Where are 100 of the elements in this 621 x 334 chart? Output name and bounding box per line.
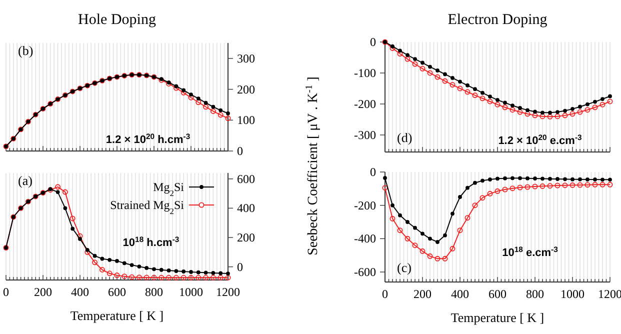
point (570, 177, 574, 182)
point (436, 240, 440, 244)
point (593, 100, 597, 104)
point (189, 270, 193, 274)
point (166, 268, 171, 272)
x-tick-label: 200 (414, 287, 432, 301)
point (480, 90, 484, 95)
point (226, 111, 230, 116)
point (383, 176, 387, 180)
point (608, 94, 612, 98)
point (556, 110, 560, 114)
point (548, 110, 552, 115)
point (434, 74, 440, 80)
point (600, 178, 604, 182)
point (144, 274, 150, 280)
x-axis-title: Temperature [ K ] (450, 310, 544, 325)
point (443, 72, 447, 76)
legend-label: Mg$_{2}$Si (153, 180, 185, 198)
point (158, 274, 164, 280)
point (517, 184, 523, 190)
point (466, 83, 470, 88)
point (189, 92, 193, 96)
point (458, 80, 462, 84)
point (607, 98, 613, 104)
point (607, 182, 613, 188)
annotation: 1.2 × 10$^{20}$ e.cm$^{-3}$ (498, 132, 582, 147)
point (390, 44, 394, 48)
y-tick-label: 300 (237, 51, 255, 66)
point (436, 68, 440, 72)
point (420, 60, 424, 65)
point (62, 189, 68, 195)
point (412, 61, 418, 67)
point (518, 176, 522, 180)
point (533, 176, 537, 180)
point (592, 104, 598, 110)
x-tick-label: 1200 (216, 285, 240, 299)
point (204, 100, 208, 105)
x-tick-label: 400 (71, 285, 89, 299)
y-tick-label: -300 (354, 128, 376, 142)
point (173, 274, 179, 280)
point (472, 202, 478, 208)
point (63, 206, 68, 210)
x-axis-title: Temperature [ K ] (70, 308, 164, 323)
point (92, 260, 98, 266)
point (480, 96, 486, 102)
point (464, 89, 470, 95)
point (593, 178, 597, 182)
point (78, 237, 82, 241)
point (540, 183, 546, 189)
point (592, 182, 598, 188)
point (137, 264, 142, 268)
annotation: (c) (397, 260, 412, 275)
annotation: 10$^{18}$ e.cm$^{-3}$ (502, 244, 558, 259)
point (210, 274, 216, 280)
point (510, 107, 516, 113)
point (526, 176, 530, 180)
point (562, 182, 568, 188)
point (524, 184, 530, 190)
point (570, 111, 576, 117)
point (608, 178, 612, 182)
y-tick-label: -200 (354, 198, 376, 212)
point (442, 78, 448, 84)
point (130, 263, 134, 267)
x-tick-label: 1000 (179, 285, 203, 299)
point (99, 266, 105, 272)
point (114, 272, 120, 278)
point (584, 182, 590, 188)
point (577, 182, 583, 188)
point (420, 248, 426, 254)
y-tick-label: 200 (237, 230, 255, 244)
point (540, 114, 546, 120)
point (203, 274, 209, 280)
point (488, 178, 492, 182)
point (480, 178, 484, 183)
point (390, 216, 396, 222)
point (136, 274, 142, 280)
point (600, 102, 606, 108)
point (77, 233, 83, 239)
point (458, 195, 462, 199)
point (225, 274, 231, 280)
point (547, 114, 553, 120)
point (450, 246, 456, 252)
annotation: (b) (18, 43, 34, 58)
point (510, 176, 514, 180)
point (159, 268, 164, 272)
y-tick-label: 0 (237, 260, 243, 274)
point (450, 212, 454, 216)
point (413, 57, 417, 61)
point (517, 109, 523, 115)
point (92, 254, 97, 258)
point (540, 110, 544, 115)
point (466, 186, 470, 190)
point (70, 226, 75, 231)
point (211, 104, 216, 109)
x-tick-label: 400 (451, 287, 469, 301)
point (554, 182, 560, 188)
point (563, 177, 567, 182)
x-tick-label: 600 (108, 285, 126, 299)
point (434, 256, 440, 262)
point (397, 51, 403, 57)
